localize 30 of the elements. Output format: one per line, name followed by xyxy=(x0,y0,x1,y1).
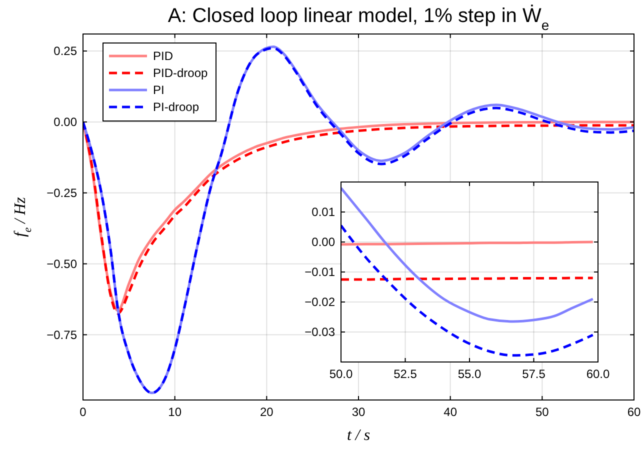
x-tick-label: 40 xyxy=(444,405,458,419)
y-tick-label: −0.25 xyxy=(46,186,78,200)
x-tick-label: 60 xyxy=(627,405,641,419)
y-tick-label: −0.50 xyxy=(46,257,78,272)
line-series xyxy=(341,224,594,357)
x-tick-label: 57.5 xyxy=(522,367,546,381)
legend-label: PI xyxy=(153,83,164,98)
legend-label: PID xyxy=(153,49,174,64)
chart-title: A: Closed loop linear model, 1% step in Ẇ$_{e}$ xyxy=(168,4,550,33)
x-tick-label: 60.0 xyxy=(586,367,610,381)
legend-label: PI-droop xyxy=(153,100,200,114)
y-tick-label: 0.25 xyxy=(54,44,78,58)
x-tick-label: 52.5 xyxy=(394,367,418,381)
x-tick-label: 20 xyxy=(260,405,274,419)
x-tick-label: 0 xyxy=(80,405,87,419)
y-tick-label: 0.00 xyxy=(54,115,78,130)
x-tick-label: 50 xyxy=(535,405,550,419)
y-tick-label: 0.00 xyxy=(312,235,336,250)
y-tick-label: −0.01 xyxy=(304,265,336,280)
x-tick-label: 30 xyxy=(352,405,366,419)
x-tick-label: 50.0 xyxy=(329,367,353,381)
x-axis-title: t / s xyxy=(346,427,370,444)
x-tick-label: 55.0 xyxy=(458,367,482,381)
y-tick-label: −0.02 xyxy=(304,295,336,310)
legend-label: PID-droop xyxy=(153,66,208,80)
y-tick-label: −0.75 xyxy=(46,328,78,342)
x-tick-label: 10 xyxy=(168,405,182,419)
y-tick-label: 0.01 xyxy=(312,205,336,220)
line-series xyxy=(341,186,594,323)
y-tick-label: −0.03 xyxy=(304,325,336,340)
